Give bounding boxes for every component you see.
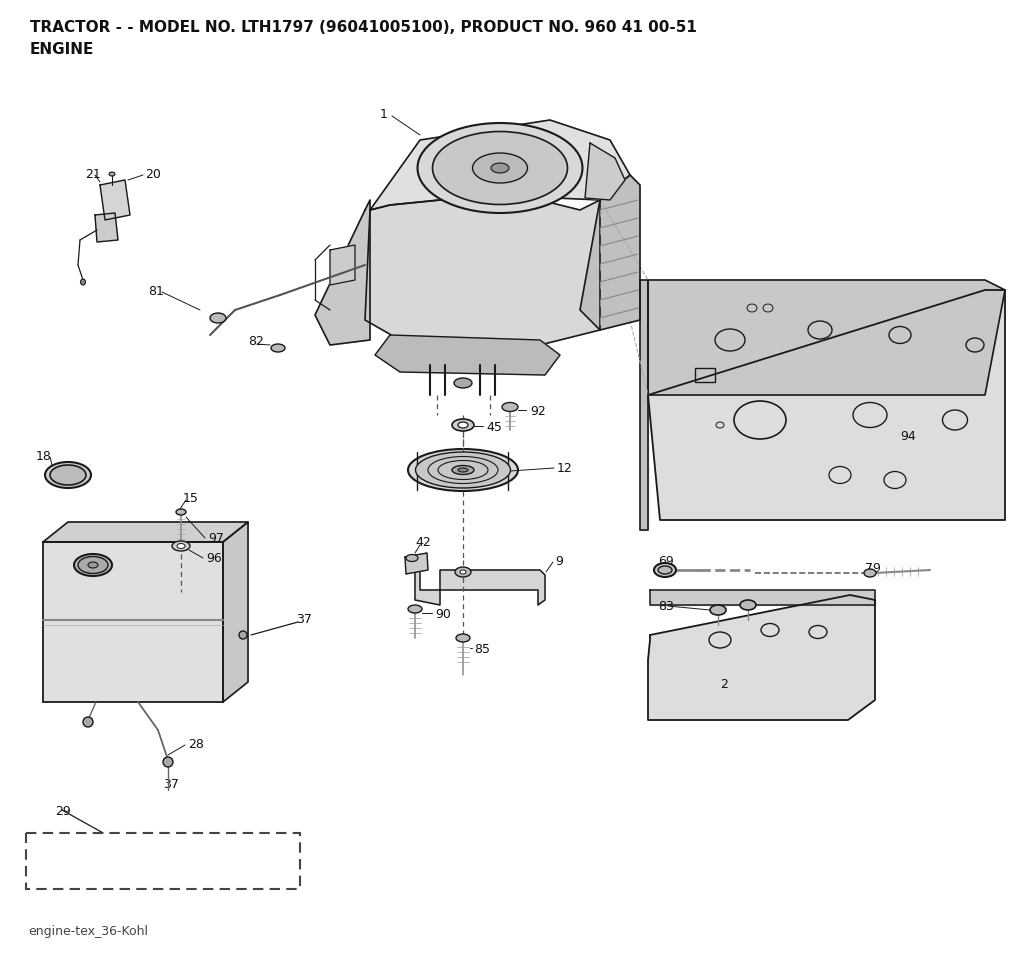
Ellipse shape [458,468,468,472]
Polygon shape [406,553,428,574]
Polygon shape [648,595,874,720]
Ellipse shape [458,422,468,428]
Text: ENGINE: ENGINE [30,42,94,57]
Polygon shape [330,245,355,285]
Bar [43,542,223,702]
Text: 28: 28 [188,738,204,751]
Ellipse shape [172,541,190,551]
Ellipse shape [460,570,466,574]
Polygon shape [648,280,1005,395]
Text: 85: 85 [474,643,490,656]
Text: 97: 97 [208,532,224,545]
Ellipse shape [163,757,173,767]
Ellipse shape [177,544,185,549]
Ellipse shape [83,717,93,727]
Text: 37: 37 [296,613,312,626]
Ellipse shape [418,123,583,213]
Text: SPARK ARRESTER KIT: SPARK ARRESTER KIT [67,855,259,870]
Text: 90: 90 [435,608,451,621]
Polygon shape [43,522,248,542]
Text: 9: 9 [555,555,563,568]
Ellipse shape [109,172,115,176]
Text: 18: 18 [36,450,52,463]
Ellipse shape [176,509,186,515]
Ellipse shape [50,465,86,485]
Text: 42: 42 [415,536,431,549]
Text: engine-tex_36-Kohl: engine-tex_36-Kohl [28,925,148,938]
Polygon shape [100,180,130,220]
FancyBboxPatch shape [26,833,300,889]
Text: 37: 37 [163,778,179,791]
Ellipse shape [45,462,91,488]
Ellipse shape [239,631,247,639]
Bar [695,368,715,382]
Text: 45: 45 [486,421,502,434]
Ellipse shape [455,567,471,577]
Ellipse shape [864,569,876,577]
Polygon shape [370,120,630,210]
Ellipse shape [740,600,756,610]
Ellipse shape [408,449,518,491]
Polygon shape [315,200,370,345]
Polygon shape [95,213,118,242]
Ellipse shape [710,605,726,615]
Text: TRACTOR - - MODEL NO. LTH1797 (96041005100), PRODUCT NO. 960 41 00-51: TRACTOR - - MODEL NO. LTH1797 (960410051… [30,20,697,35]
Text: 82: 82 [248,335,264,348]
Polygon shape [648,290,1005,520]
Ellipse shape [452,466,474,474]
Text: 96: 96 [206,552,222,565]
Ellipse shape [78,556,108,574]
Ellipse shape [456,634,470,642]
Text: 12: 12 [557,462,572,475]
Ellipse shape [81,279,85,285]
Text: 83: 83 [658,600,674,613]
Text: 69: 69 [658,555,674,568]
Ellipse shape [490,163,509,173]
Polygon shape [365,195,600,345]
Polygon shape [580,175,640,330]
Text: 29: 29 [55,805,71,818]
Text: 20: 20 [145,168,161,181]
Ellipse shape [454,378,472,388]
Ellipse shape [416,452,511,488]
Text: 1: 1 [380,108,388,121]
Ellipse shape [654,563,676,577]
Text: 79: 79 [865,562,881,575]
Ellipse shape [408,605,422,613]
Polygon shape [223,522,248,702]
Ellipse shape [658,566,672,574]
Text: 2: 2 [720,678,728,691]
Text: 94: 94 [900,430,915,443]
Ellipse shape [502,402,518,411]
Ellipse shape [74,554,112,576]
Ellipse shape [88,562,98,568]
Ellipse shape [432,132,567,205]
Polygon shape [415,555,545,605]
Text: 92: 92 [530,405,546,418]
Ellipse shape [210,313,226,323]
Polygon shape [585,143,625,200]
Ellipse shape [271,344,285,352]
Text: 21: 21 [85,168,100,181]
Polygon shape [650,590,874,605]
Polygon shape [640,280,648,530]
Polygon shape [375,335,560,375]
Ellipse shape [406,554,418,561]
Text: 15: 15 [183,492,199,505]
Ellipse shape [452,419,474,431]
Text: 81: 81 [148,285,164,298]
Ellipse shape [472,153,527,183]
